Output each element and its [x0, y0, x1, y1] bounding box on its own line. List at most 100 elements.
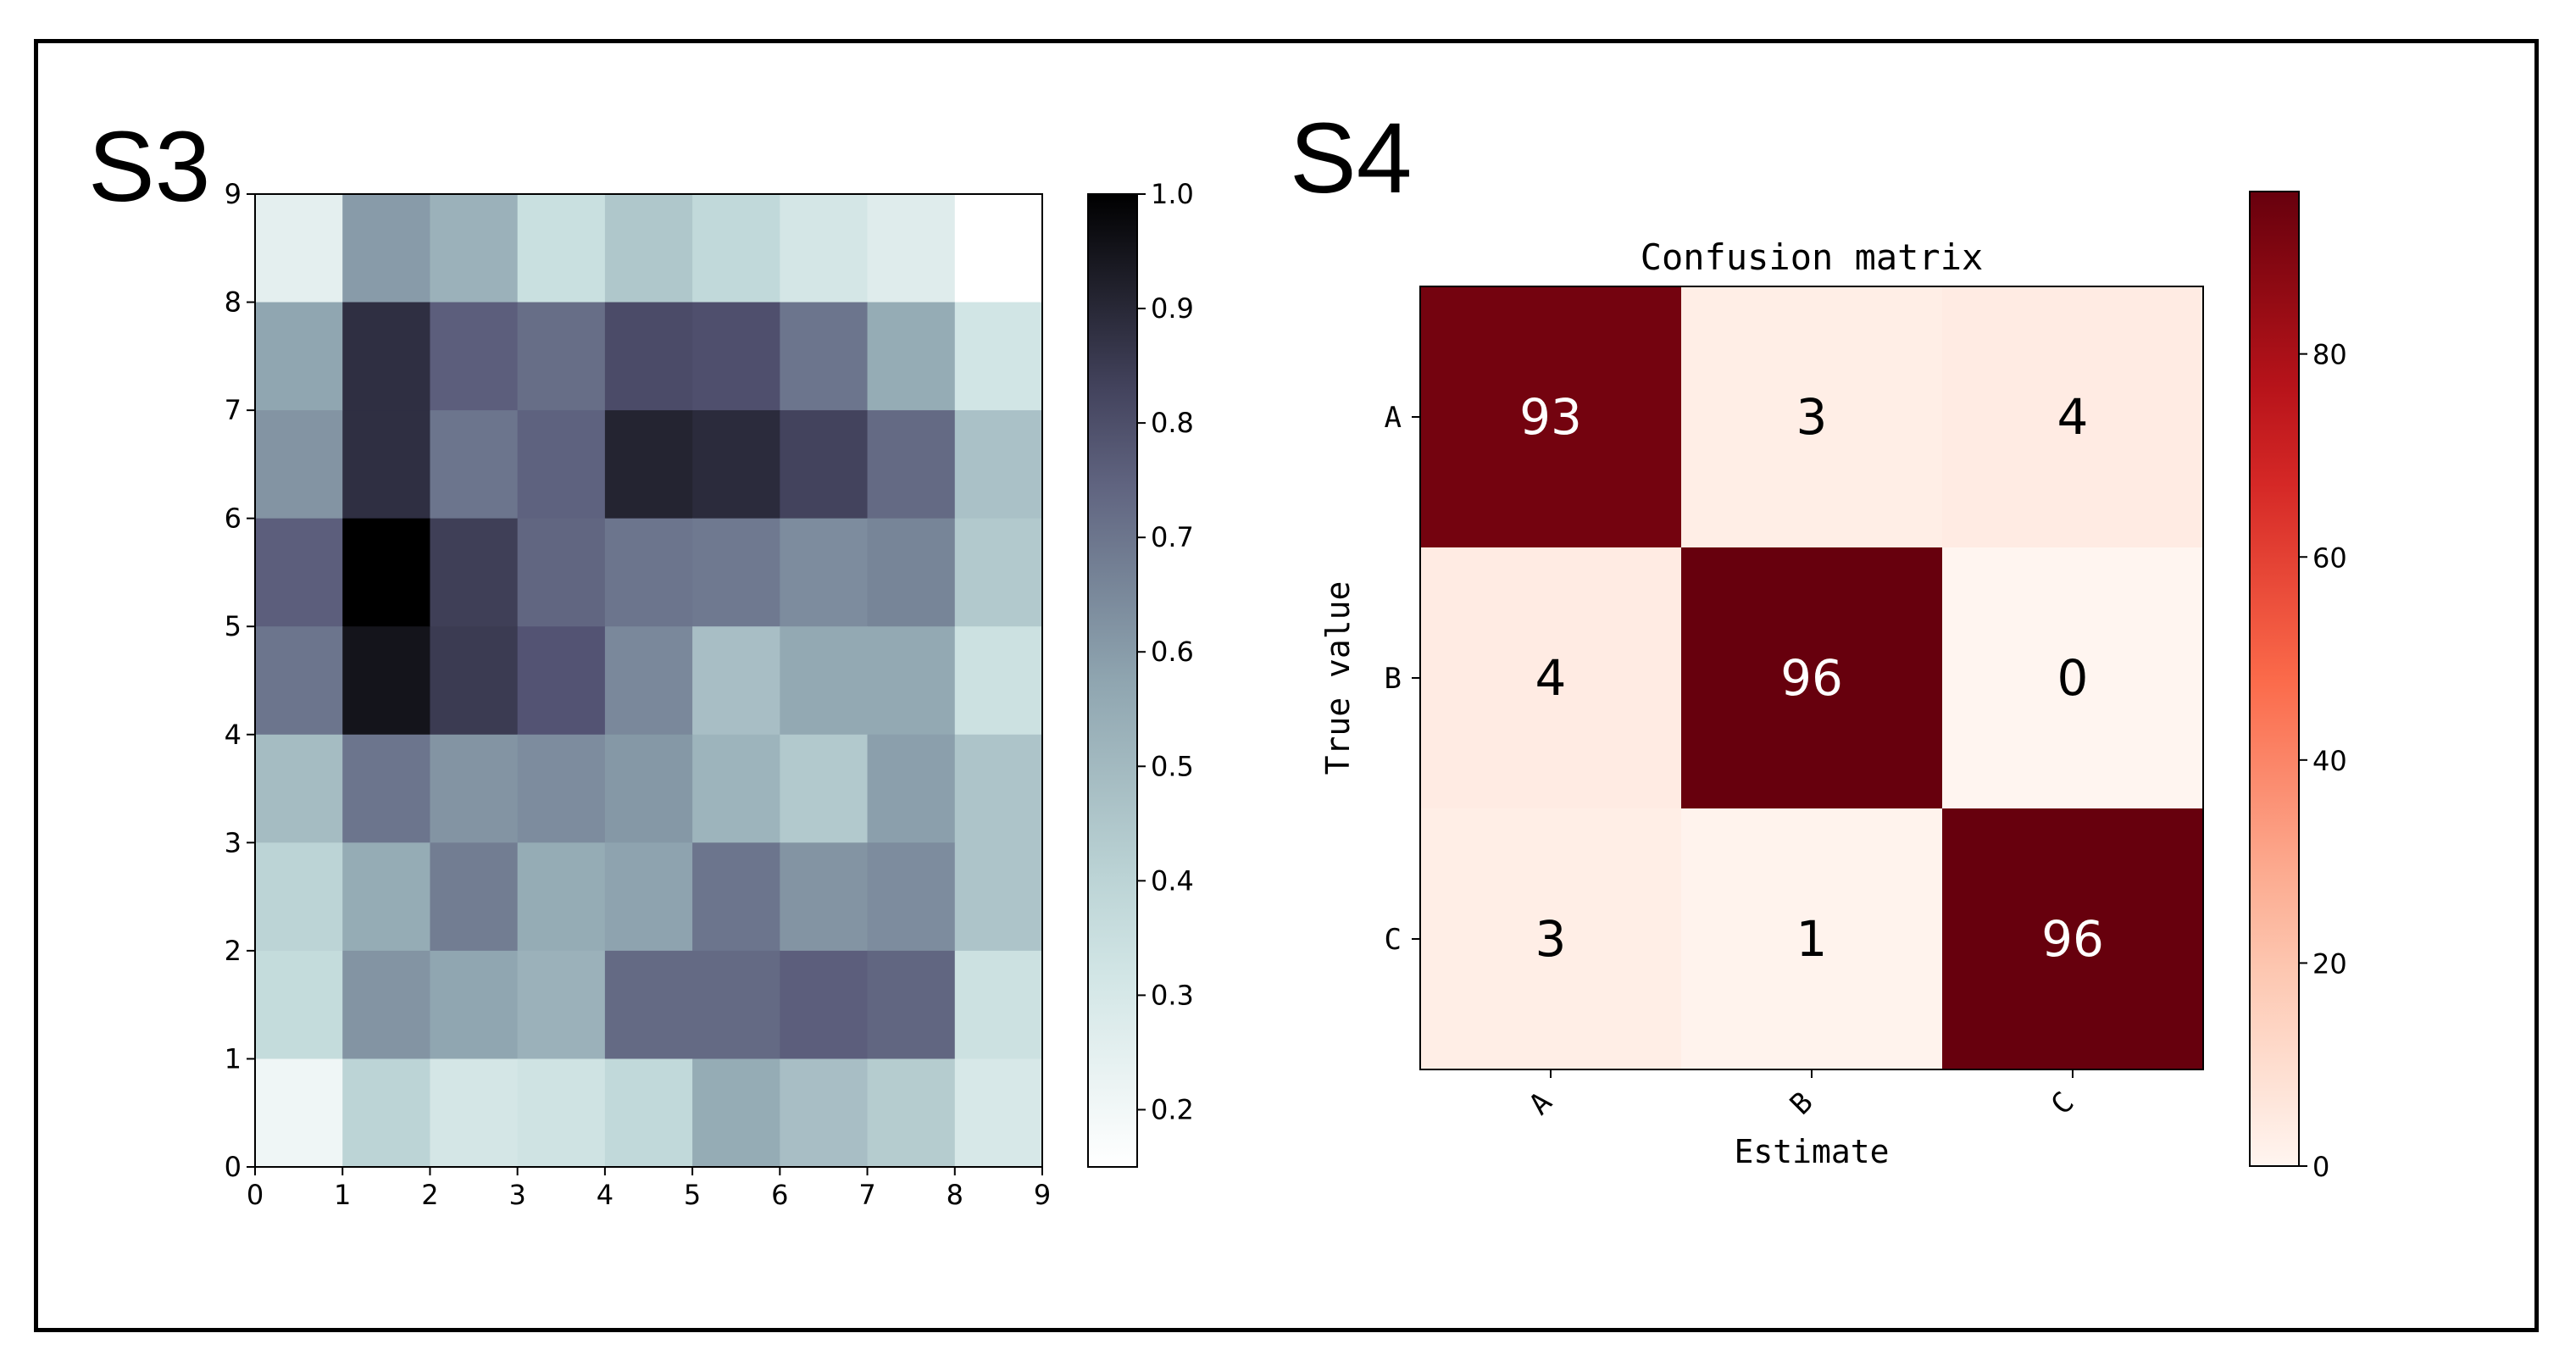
s3-cell [780, 302, 869, 411]
s3-cell [342, 950, 431, 1060]
s3-colorbar-tick-label: 0.7 [1151, 521, 1194, 553]
s3-cell [342, 410, 431, 519]
s3-cell [692, 734, 780, 843]
s4-cell [1681, 808, 1943, 1070]
s3-cell [780, 950, 869, 1060]
s3-cell [255, 518, 343, 627]
s3-cell [430, 194, 519, 303]
s3-cell [692, 626, 780, 736]
s4-colorbar: 0 20 40 60 80 [2249, 191, 2347, 1183]
s3-colorbar: 0.2 0.3 0.4 0.5 0.6 0.7 0.8 0.9 1.0 [1087, 178, 1194, 1168]
s4-cell-label: 0 [2057, 649, 2089, 707]
s3-cell [255, 842, 343, 952]
s3-colorbar-tick-label: 0.3 [1151, 979, 1194, 1011]
s4-cell [1420, 286, 1682, 548]
s3-cell [954, 626, 1043, 736]
s4-cell-label: 3 [1796, 388, 1828, 446]
s4-cell-label: 4 [1535, 649, 1567, 707]
s4-y-tick-label: C [1385, 923, 1402, 957]
s3-cell [780, 518, 869, 627]
s3-cell [780, 734, 869, 843]
s4-x-tick-label: B [1784, 1086, 1820, 1122]
s3-cell [342, 302, 431, 411]
s3-cell [867, 950, 956, 1060]
s3-cell [517, 518, 606, 627]
s4-y-tick-label: B [1385, 662, 1402, 696]
s3-cell [342, 842, 431, 952]
s3-cell [604, 626, 693, 736]
s3-heatmap: 0 1 2 3 4 5 6 7 8 9 0 1 2 3 4 5 6 7 8 9 [225, 178, 1052, 1211]
s3-cell [517, 302, 606, 411]
s4-title: Confusion matrix [1641, 236, 1984, 278]
s4-colorbar-tick-label: 20 [2312, 947, 2347, 980]
s3-colorbar-bar [1087, 193, 1138, 1168]
s4-cell [1942, 808, 2204, 1070]
s3-x-tick-label: 7 [858, 1179, 875, 1211]
s3-x-tick-label: 5 [684, 1179, 701, 1211]
s3-cell [604, 194, 693, 303]
s3-cell [692, 302, 780, 411]
s3-cell [517, 950, 606, 1060]
s3-cell [954, 950, 1043, 1060]
s3-plot-border [254, 193, 1043, 1168]
s3-y-tick-label: 2 [225, 935, 242, 967]
s4-cell-label: 4 [2057, 388, 2089, 446]
s4-cell [1420, 547, 1682, 809]
s3-cell [342, 734, 431, 843]
s3-cell [780, 626, 869, 736]
s3-cell [430, 1058, 519, 1168]
s3-cell [255, 302, 343, 411]
s3-cell [430, 734, 519, 843]
panel-label-s4: S4 [1290, 103, 1413, 214]
s3-colorbar-tick-label: 0.4 [1151, 864, 1194, 897]
s3-cell [954, 1058, 1043, 1168]
s3-cell [867, 734, 956, 843]
s4-x-axis-label: Estimate [1734, 1133, 1889, 1170]
s3-colorbar-tick-label: 0.9 [1151, 292, 1194, 325]
s3-y-tick-label: 0 [225, 1151, 242, 1183]
s3-cell [692, 410, 780, 519]
s3-cell [255, 626, 343, 736]
s3-cell [780, 410, 869, 519]
s3-y-tick-label: 7 [225, 394, 242, 426]
s3-colorbar-tick-label: 0.8 [1151, 407, 1194, 439]
s3-cell [692, 950, 780, 1060]
s4-cell [1942, 286, 2204, 548]
s3-cell [430, 302, 519, 411]
s4-y-axis-label: True value [1319, 581, 1357, 775]
s3-cell [430, 842, 519, 952]
s3-cell [430, 410, 519, 519]
s4-cell-label: 96 [1780, 649, 1843, 707]
s3-x-tick-label: 9 [1034, 1179, 1051, 1211]
s3-y-tick-label: 1 [225, 1042, 242, 1075]
s4-cell [1420, 808, 1682, 1070]
s3-cell [604, 518, 693, 627]
s3-cell [342, 626, 431, 736]
s3-cell [255, 734, 343, 843]
s3-y-tick-label: 8 [225, 286, 242, 319]
s3-cell [255, 1058, 343, 1168]
s3-colorbar-tick-label: 0.5 [1151, 750, 1194, 782]
s3-cell [954, 842, 1043, 952]
s3-cell [342, 1058, 431, 1168]
s3-cell [604, 842, 693, 952]
s3-cell [954, 302, 1043, 411]
s3-cell [430, 950, 519, 1060]
s3-cell [604, 302, 693, 411]
s3-colorbar-tick-label: 1.0 [1151, 178, 1194, 210]
s3-cell [604, 1058, 693, 1168]
s3-cell [780, 1058, 869, 1168]
s3-cell [604, 950, 693, 1060]
s3-cell [954, 194, 1043, 303]
s4-colorbar-bar [2249, 191, 2300, 1167]
s4-cell [1681, 547, 1943, 809]
s3-cell [255, 950, 343, 1060]
s3-cell [255, 410, 343, 519]
s3-cell [692, 518, 780, 627]
s3-y-tick-label: 9 [225, 178, 242, 210]
s4-colorbar-tick-label: 40 [2312, 745, 2347, 777]
s3-x-tick-label: 4 [597, 1179, 613, 1211]
s4-colorbar-tick-label: 80 [2312, 339, 2347, 371]
s3-cell [517, 410, 606, 519]
